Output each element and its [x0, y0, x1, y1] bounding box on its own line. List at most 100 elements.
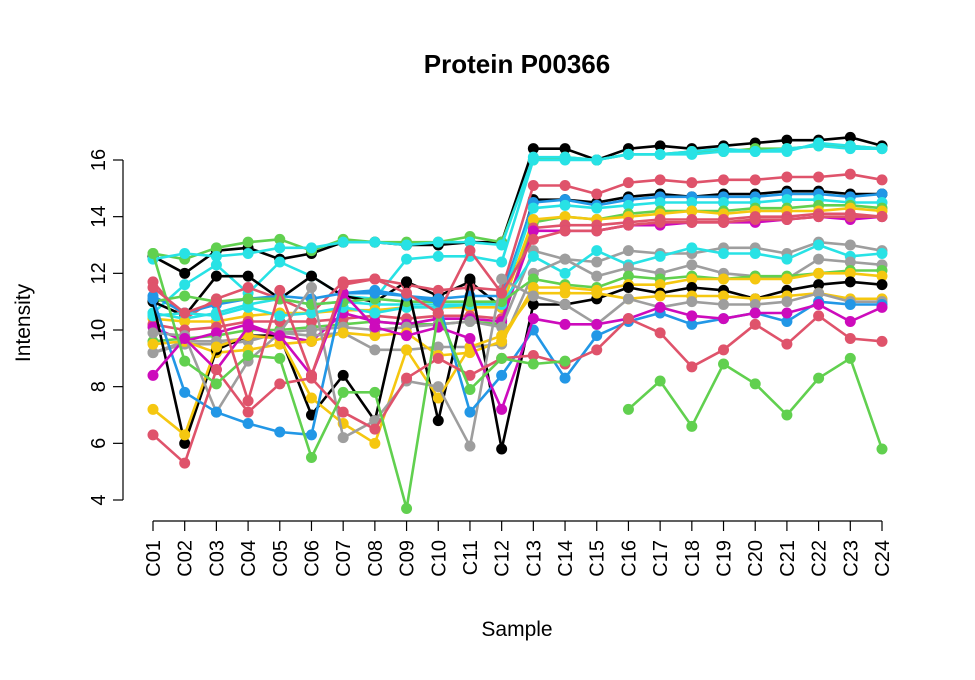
- data-point: [844, 316, 856, 327]
- data-point: [781, 253, 793, 265]
- data-point: [527, 180, 539, 191]
- data-point: [464, 384, 476, 395]
- data-point: [274, 256, 286, 268]
- data-point: [813, 299, 825, 310]
- data-point: [876, 188, 888, 200]
- chart-title: Protein P00366: [424, 49, 610, 79]
- data-point: [622, 403, 634, 415]
- data-point: [781, 273, 793, 285]
- y-tick-label: 16: [88, 149, 110, 171]
- x-tick-label: C12: [492, 540, 514, 577]
- x-tick-label: C21: [777, 540, 799, 577]
- data-point: [527, 299, 539, 310]
- data-point: [559, 372, 571, 384]
- data-point: [527, 214, 539, 225]
- data-point: [337, 406, 349, 418]
- data-point: [686, 259, 698, 271]
- x-tick-label: C06: [301, 540, 323, 577]
- data-point: [781, 171, 793, 183]
- data-point: [749, 174, 761, 186]
- series-line: [152, 314, 883, 465]
- x-tick-label: C23: [840, 540, 862, 577]
- data-point: [876, 174, 888, 186]
- data-point: [147, 293, 159, 305]
- x-tick-label: C16: [618, 540, 640, 577]
- data-point: [654, 197, 666, 208]
- x-tick-label: C15: [587, 540, 609, 577]
- data-point: [464, 406, 476, 418]
- data-point: [781, 134, 793, 146]
- data-point: [242, 321, 254, 333]
- x-tick-label: C03: [206, 540, 228, 577]
- data-point: [432, 236, 444, 248]
- data-point: [242, 270, 254, 282]
- data-point: [432, 415, 444, 427]
- data-point: [179, 355, 191, 367]
- data-point: [210, 259, 222, 271]
- data-point: [813, 310, 825, 322]
- data-point: [369, 307, 381, 319]
- data-point: [464, 369, 476, 381]
- data-point: [274, 352, 286, 364]
- data-point: [527, 202, 539, 214]
- data-point: [179, 333, 191, 344]
- data-point: [369, 236, 381, 248]
- data-point: [305, 270, 317, 282]
- data-point: [496, 287, 508, 299]
- data-point: [242, 293, 254, 305]
- data-point: [844, 333, 856, 344]
- data-point: [147, 248, 159, 259]
- data-point: [527, 225, 539, 237]
- data-point: [749, 146, 761, 157]
- data-point: [876, 335, 888, 347]
- data-point: [432, 296, 444, 308]
- data-point: [718, 197, 730, 208]
- data-point: [844, 299, 856, 310]
- y-tick-label: 8: [88, 381, 110, 392]
- data-point: [559, 287, 571, 299]
- data-point: [718, 216, 730, 228]
- x-tick-label: C05: [270, 540, 292, 577]
- data-point: [274, 378, 286, 390]
- data-point: [274, 233, 286, 245]
- data-point: [369, 423, 381, 435]
- data-point: [527, 154, 539, 166]
- data-point: [813, 211, 825, 223]
- data-point: [496, 273, 508, 285]
- data-point: [401, 344, 413, 356]
- data-point: [369, 330, 381, 342]
- x-tick-label: C22: [809, 540, 831, 577]
- data-point: [591, 287, 603, 299]
- data-point: [876, 211, 888, 223]
- data-point: [844, 239, 856, 251]
- x-tick-label: C09: [397, 540, 419, 577]
- data-point: [369, 287, 381, 299]
- data-point: [749, 299, 761, 310]
- data-point: [337, 432, 349, 444]
- data-point: [432, 284, 444, 296]
- data-point: [559, 318, 571, 330]
- data-point: [369, 344, 381, 356]
- data-point: [305, 242, 317, 254]
- data-point: [147, 429, 159, 441]
- data-point: [242, 282, 254, 293]
- data-point: [210, 242, 222, 254]
- data-point: [274, 284, 286, 296]
- data-point: [242, 301, 254, 313]
- data-point: [464, 236, 476, 248]
- data-point: [654, 174, 666, 186]
- series-22: [147, 287, 888, 415]
- y-tick-label: 12: [88, 262, 110, 284]
- x-tick-label: C07: [333, 540, 355, 577]
- data-point: [591, 245, 603, 257]
- data-point: [781, 214, 793, 225]
- data-point: [147, 403, 159, 415]
- data-point: [781, 296, 793, 308]
- data-point: [464, 245, 476, 257]
- data-point: [686, 296, 698, 308]
- data-point: [496, 330, 508, 342]
- series-25: [147, 211, 888, 407]
- data-point: [274, 330, 286, 342]
